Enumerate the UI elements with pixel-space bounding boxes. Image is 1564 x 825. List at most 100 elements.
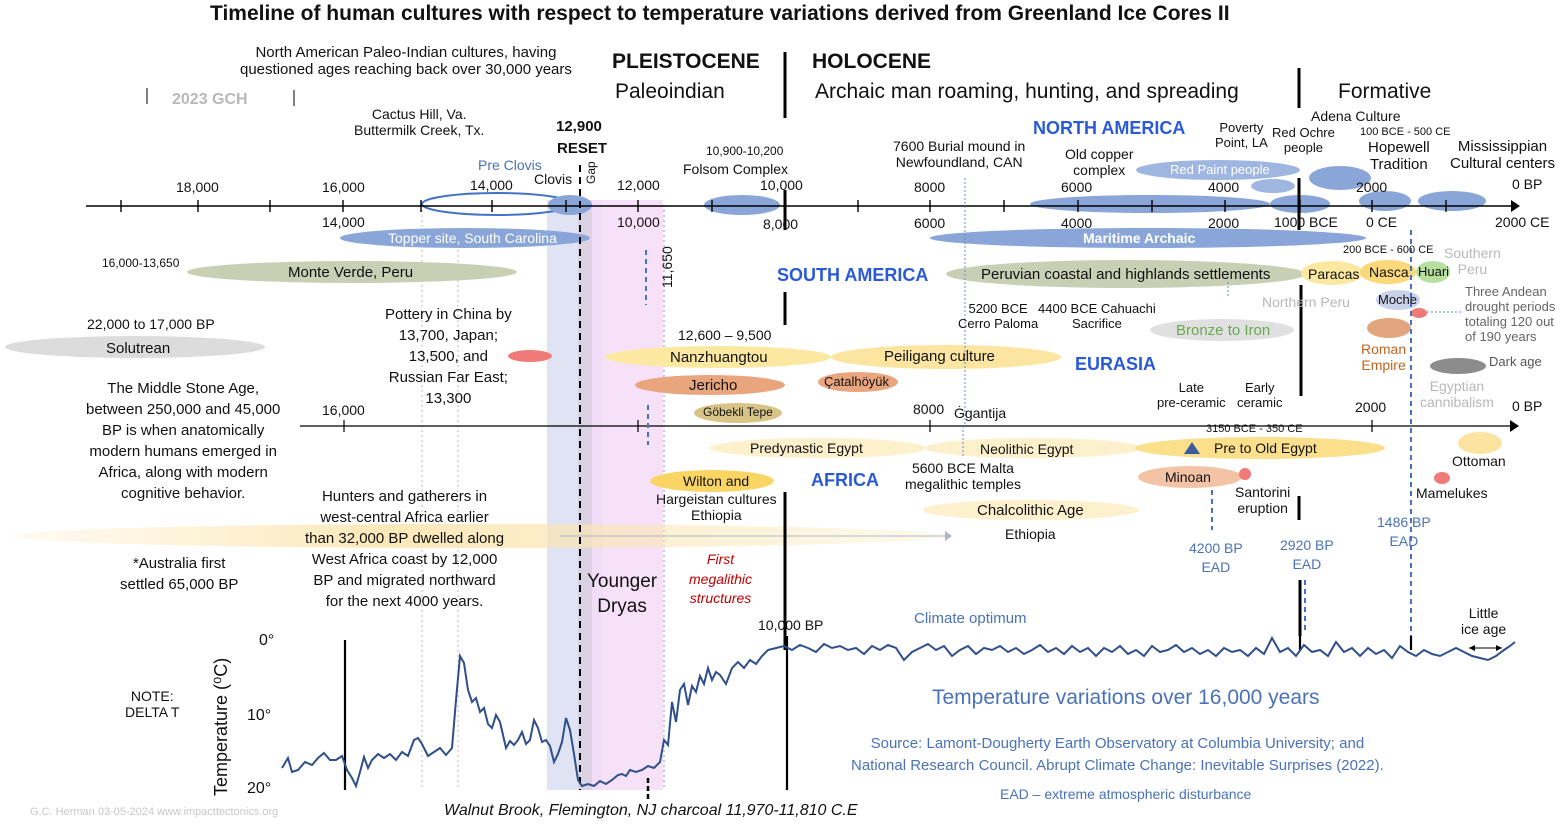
mid-axis [300,420,1515,432]
clovis-label: Clovis [534,171,573,187]
jericho-ellipse [635,375,785,395]
axis-top-lower-8: 0 CE [1366,214,1398,230]
pottery-note: Pottery in China by 13,700, Japan; 13,50… [385,306,512,407]
adena-ellipse [1309,166,1371,190]
egypt-dates: 3150 BCE - 350 CE [1206,423,1303,435]
hopewell-label: Hopewell Tradition [1368,139,1430,174]
ead-markers [645,230,1412,640]
northern-peru-label: Northern Peru [1262,294,1350,310]
gap-label: Gap [584,161,598,184]
topper-label: Topper site, South Carolina [388,230,557,246]
hunters-note: Hunters and gatherers in west-central Af… [305,488,505,610]
axis-top-upper-5: 10,000 [760,177,803,193]
axis-top-lower-2: 10,000 [617,214,660,230]
ottoman-label: Ottoman [1452,453,1506,469]
drought-dot [1411,308,1427,318]
peruvian-ellipse [946,260,1306,288]
boundary-lines [783,52,1303,650]
australia-note: *Australia first settled 65,000 BP [120,555,239,593]
roman-label: Roman Empire [1361,341,1407,374]
temperature-panel [281,635,1516,790]
south-america-label: SOUTH AMERICA [777,265,929,285]
mississippian-label: Mississippian Cultural centers [1450,138,1556,173]
axis-top-lower-9: 2000 CE [1495,214,1550,230]
paleo-indian-note: North American Paleo-Indian cultures, ha… [240,44,572,79]
red-paint-label: Red Paint people [1170,162,1270,177]
axis-top-lower-1: 14,000 [322,214,365,230]
malta-label: 5600 BCE Malta megalithic temples [905,460,1021,493]
adena-label: Adena Culture [1311,108,1401,124]
moche-ellipse [1376,290,1420,310]
ytick-0: 0° [259,632,275,649]
solutrean-label: Solutrean [106,340,171,357]
axis-top-upper-6: 8000 [914,179,946,195]
santorini-label: Santorini eruption [1235,484,1291,517]
burial-mound-note: 7600 Burial mound in Newfoundland, CAN [893,138,1026,171]
monte-verde-ellipse [187,261,517,283]
folsom-label: Folsom Complex [683,161,789,177]
gobekli-label: Göbekli Tepe [703,405,773,419]
nasca-dates: 200 BCE - 600 CE [1343,244,1434,256]
minoan-ellipse [1138,466,1242,488]
axis-mid-3: 2000 [1355,399,1387,415]
peiligang-label: Peiligang culture [884,348,995,365]
bronze-iron-label: Bronze to Iron [1176,322,1271,339]
gap-band [578,200,592,790]
axis-top-lower-7: 1000 BCE [1274,214,1338,230]
ead-1486-label: 1486 BP EAD [1377,514,1431,549]
moche-label: Moche [1378,292,1418,307]
axis-top-upper-3: 14,000 [470,177,513,193]
peruvian-label: Peruvian coastal and highlands settlemen… [981,266,1271,283]
africa-label: AFRICA [811,470,879,490]
clovis-ellipse [548,195,592,215]
little-ice-age-label: Little ice age [1461,605,1507,638]
formative-label: Formative [1338,80,1432,103]
red-paint-ellipse [1136,160,1300,180]
walnut-brook-note: Walnut Brook, Flemington, NJ charcoal 11… [444,802,858,819]
predynastic-ellipse [710,438,926,458]
neolithic-egypt-ellipse [925,438,1141,458]
y-11650-label: 11,650 [659,246,675,288]
poverty-point-label: Poverty Point, LA [1215,120,1268,150]
peiligang-ellipse [831,345,1061,369]
axis-top-lower-6: 2000 [1208,215,1240,231]
neolithic-egypt-label: Neolithic Egypt [980,441,1074,457]
cerro-paloma-label: 5200 BCE Cerro Paloma [958,301,1039,331]
maritime-ellipse [930,228,1366,248]
hargeistan-label: Hargeistan cultures Ethiopia [656,491,777,524]
marker-10000-label: 10,000 BP [758,617,824,633]
pottery-dot [508,350,552,362]
axis-top-lower-4: 6000 [914,215,946,231]
drought-note: Three Andean drought periods totaling 12… [1465,284,1556,344]
gobekli-ellipse [694,403,782,423]
roman-ellipse [1367,318,1411,338]
axis-top-upper-7: 6000 [1061,179,1093,195]
catalhoyuk-label: Çatalhöyük [824,374,890,389]
santorini-dot [1239,468,1251,480]
nasca-ellipse [1360,260,1416,284]
chalcolithic-ellipse [923,500,1139,520]
paleoindian-label: Paleoindian [615,80,725,103]
late-preceramic-label: Late pre-ceramic [1157,380,1226,410]
holocene-label: HOLOCENE [812,50,932,73]
younger-dryas-band [590,200,663,790]
huari-label: Huari [1418,264,1450,279]
chalcolithic-label: Chalcolithic Age [977,502,1084,519]
red-ochre-label: Red Ochre people [1272,125,1335,155]
egyptian-cannibalism-label: Egyptian cannibalism [1420,378,1494,411]
first-megalithic-label: First megalithic structures [689,551,753,607]
axis-top-upper-2: 16,000 [322,179,365,195]
gch-label: 2023 GCH [172,91,248,108]
west-africa-migration-band [10,524,950,548]
axis-mid-4: 0 BP [1512,398,1543,414]
axis-top-upper-8: 4000 [1208,179,1240,195]
ead-definition: EAD – extreme atmospheric disturbance [1000,786,1252,802]
early-ceramic-label: Early ceramic [1237,380,1283,410]
younger-dryas-label: Younger Dryas [587,571,658,617]
ottoman-ellipse [1458,432,1502,454]
nanzhuangtou-dates: 12,600 – 9,500 [678,327,772,343]
old-copper-ellipse [1030,195,1270,213]
pleistocene-label: PLEISTOCENE [612,50,760,73]
axis-top-upper-1: 18,000 [176,179,219,195]
